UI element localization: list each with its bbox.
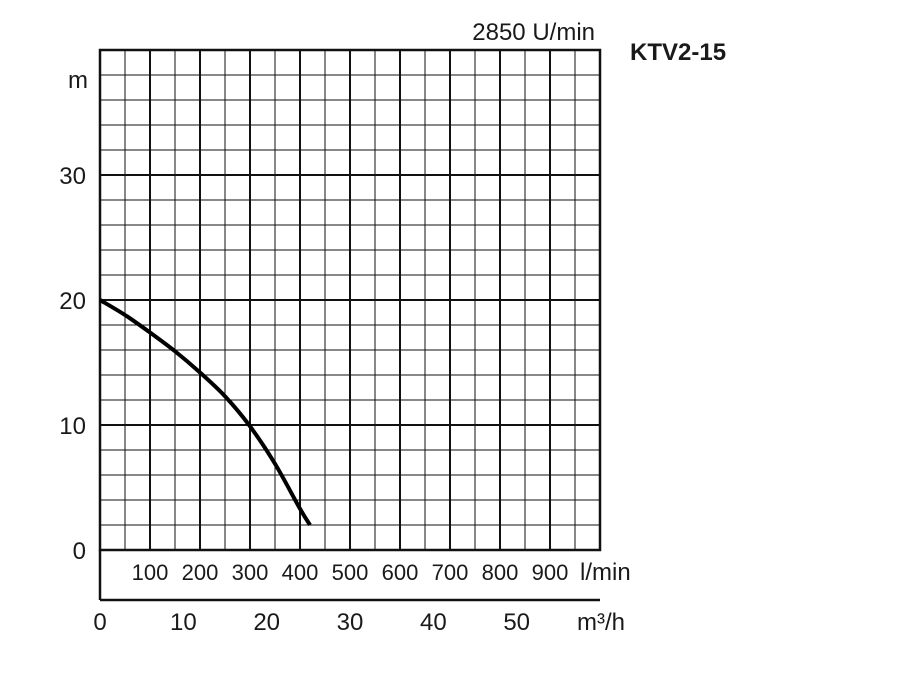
- y-tick-label: 10: [59, 413, 86, 440]
- chart-subtitle: 2850 U/min: [472, 19, 595, 46]
- lpm-tick-label: 500: [332, 560, 369, 585]
- y-tick-labels: 0 10 20 30: [59, 163, 86, 565]
- y-tick-label: 0: [73, 538, 86, 565]
- m3h-tick-label: 50: [503, 609, 530, 636]
- lpm-tick-label: 600: [382, 560, 419, 585]
- y-tick-label: 30: [59, 163, 86, 190]
- lpm-tick-label: 800: [482, 560, 519, 585]
- y-tick-label: 20: [59, 288, 86, 315]
- m3h-tick-label: 30: [337, 609, 364, 636]
- lpm-tick-label: 100: [132, 560, 169, 585]
- lpm-tick-labels: 100 200 300 400 500 600 700 800 900: [132, 560, 569, 585]
- m3h-tick-label: 20: [253, 609, 280, 636]
- m3h-unit-label: m³/h: [577, 609, 625, 636]
- pump-curve-line: [98, 298, 312, 527]
- lpm-unit-label: l/min: [580, 559, 631, 586]
- lpm-tick-label: 300: [232, 560, 269, 585]
- m3h-tick-label: 0: [93, 609, 106, 636]
- m3h-tick-label: 40: [420, 609, 447, 636]
- lpm-tick-label: 200: [182, 560, 219, 585]
- m3h-tick-label: 10: [170, 609, 197, 636]
- grid-major: [100, 50, 600, 550]
- lpm-tick-label: 700: [432, 560, 469, 585]
- lpm-tick-label: 900: [532, 560, 569, 585]
- y-axis-label: m: [68, 67, 88, 94]
- series-layer: [98, 298, 312, 527]
- m3h-tick-labels: 0 10 20 30 40 50: [93, 609, 530, 636]
- chart-title: KTV2-15: [630, 39, 726, 66]
- lpm-tick-label: 400: [282, 560, 319, 585]
